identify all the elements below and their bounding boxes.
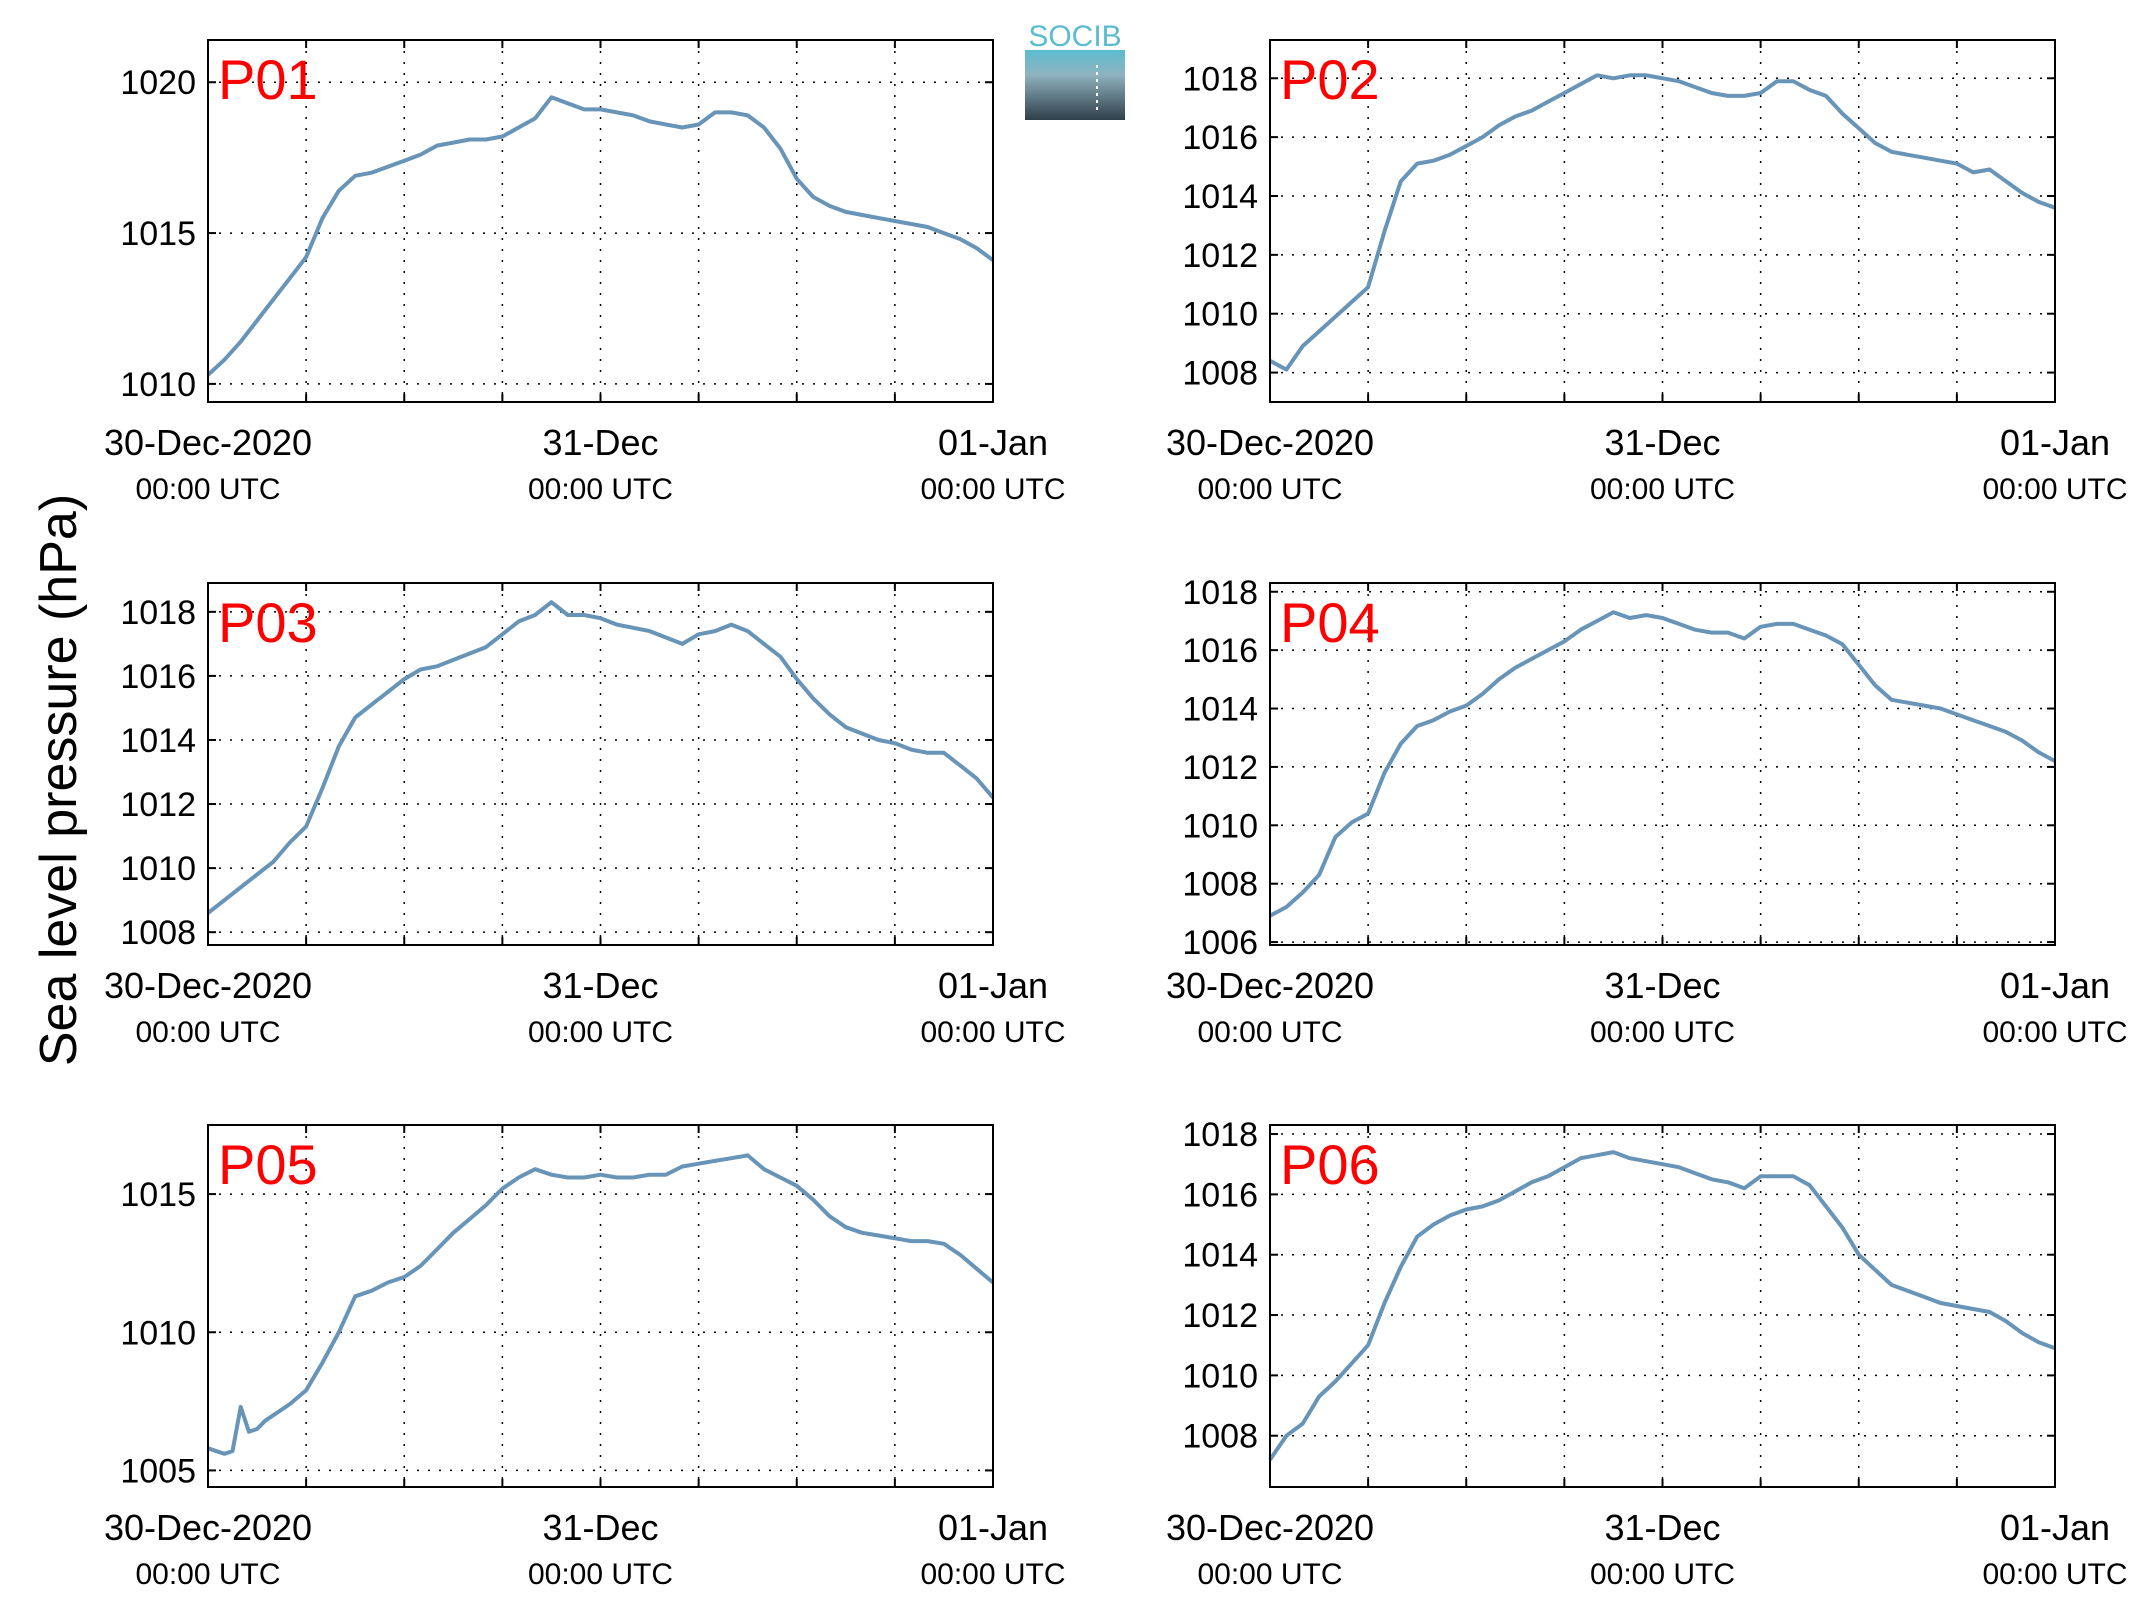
y-tick-label: 1008 [120, 914, 196, 952]
x-tick-label-time: 00:00 UTC [528, 1558, 673, 1591]
x-tick-label-time: 00:00 UTC [1982, 1016, 2127, 1049]
y-tick-label: 1018 [1182, 1116, 1258, 1154]
axes-frame [207, 1124, 994, 1488]
y-tick-label: 1014 [120, 722, 196, 760]
x-tick-label-date: 30-Dec-2020 [104, 422, 312, 463]
x-tick-label-date: 01-Jan [938, 965, 1048, 1006]
x-tick-label-time: 00:00 UTC [920, 1016, 1065, 1049]
y-tick-label: 1020 [120, 64, 196, 102]
axes-frame [207, 582, 994, 946]
y-tick-label: 1016 [1182, 1176, 1258, 1214]
x-tick-label-date: 01-Jan [2000, 1507, 2110, 1548]
panel-p05: 1005 1010 1015 30-Dec-2020 00:00 UTC 31-Dec 00… [104, 1124, 1066, 1591]
x-tick-label-time: 00:00 UTC [1590, 473, 1735, 506]
x-tick-label-time: 00:00 UTC [528, 1016, 673, 1049]
y-tick-label: 1015 [120, 1176, 196, 1214]
y-axis-label: Sea level pressure (hPa) [30, 494, 88, 1066]
socib-logo: SOCIB [1025, 20, 1125, 120]
x-tick-label-time: 00:00 UTC [1197, 473, 1342, 506]
panel-p06: 1008 1010 1012 1014 1016 1018 30-Dec-2020 00:00… [1166, 1116, 2128, 1591]
x-tick-label-date: 01-Jan [938, 422, 1048, 463]
x-tick-label-time: 00:00 UTC [1197, 1016, 1342, 1049]
x-tick-label-time: 00:00 UTC [1982, 1558, 2127, 1591]
series-line [207, 1153, 995, 1456]
y-tick-label: 1012 [1182, 1297, 1258, 1335]
x-tick-label-date: 31-Dec [1604, 422, 1720, 463]
y-tick-label: 1014 [1182, 691, 1258, 729]
series-line [1269, 610, 2056, 918]
y-tick-label: 1014 [1182, 1237, 1258, 1275]
series-line [1269, 73, 2056, 372]
x-tick-label-time: 00:00 UTC [920, 473, 1065, 506]
x-tick-label-date: 31-Dec [542, 422, 658, 463]
panel-label: P04 [1280, 591, 1380, 654]
y-tick-label: 1010 [1182, 807, 1258, 845]
x-tick-label-date: 01-Jan [2000, 965, 2110, 1006]
y-tick-label: 1018 [1182, 60, 1258, 98]
x-tick-label-time: 00:00 UTC [528, 473, 673, 506]
y-tick-label: 1018 [1182, 574, 1258, 612]
x-tick-label-time: 00:00 UTC [1982, 473, 2127, 506]
x-tick-label-date: 31-Dec [1604, 965, 1720, 1006]
y-tick-label: 1010 [120, 1314, 196, 1352]
x-tick-label-date: 31-Dec [1604, 1507, 1720, 1548]
x-tick-label-time: 00:00 UTC [920, 1558, 1065, 1591]
panel-label: P03 [218, 591, 318, 654]
y-tick-label: 1006 [1182, 924, 1258, 962]
series-line [1268, 1150, 2056, 1461]
axes-frame [1269, 1124, 2056, 1488]
x-tick-label-date: 31-Dec [542, 965, 658, 1006]
panel-label: P02 [1280, 48, 1380, 111]
series-line [206, 600, 995, 915]
panel-p04: 1006 1008 1010 1012 1014 1016 1018 30-Dec-2020 0… [1166, 574, 2128, 1049]
panel-label: P06 [1280, 1133, 1380, 1196]
y-tick-label: 1016 [1182, 119, 1258, 157]
y-tick-label: 1008 [1182, 1418, 1258, 1456]
panel-label: P01 [218, 48, 318, 111]
socib-logo-text: SOCIB [1028, 20, 1121, 53]
x-tick-label-date: 30-Dec-2020 [104, 1507, 312, 1548]
y-tick-label: 1015 [120, 215, 196, 253]
axes-frame [207, 39, 994, 403]
y-tick-label: 1016 [1182, 632, 1258, 670]
y-tick-label: 1014 [1182, 178, 1258, 216]
x-tick-label-date: 30-Dec-2020 [1166, 1507, 1374, 1548]
x-tick-label-time: 00:00 UTC [1197, 1558, 1342, 1591]
y-tick-label: 1005 [120, 1452, 196, 1490]
y-tick-label: 1010 [120, 366, 196, 404]
y-tick-label: 1010 [1182, 1357, 1258, 1395]
y-tick-label: 1012 [1182, 749, 1258, 787]
y-tick-label: 1012 [120, 786, 196, 824]
x-tick-label-date: 31-Dec [542, 1507, 658, 1548]
x-tick-label-time: 00:00 UTC [135, 473, 280, 506]
panel-p01: 1010 1015 1020 30-Dec-2020 00:00 UTC 31-Dec 00… [104, 39, 1066, 506]
y-tick-label: 1010 [1182, 296, 1258, 334]
x-tick-label-date: 30-Dec-2020 [104, 965, 312, 1006]
x-tick-label-time: 00:00 UTC [135, 1558, 280, 1591]
panel-p03: 1008 1010 1012 1014 1016 1018 30-Dec-2020 00:00… [104, 582, 1066, 1049]
series-line [206, 95, 995, 377]
y-tick-label: 1012 [1182, 237, 1258, 275]
y-tick-label: 1008 [1182, 355, 1258, 393]
y-tick-label: 1018 [120, 594, 196, 632]
y-tick-label: 1008 [1182, 866, 1258, 904]
y-tick-label: 1010 [120, 850, 196, 888]
x-tick-label-date: 30-Dec-2020 [1166, 422, 1374, 463]
panel-label: P05 [218, 1133, 318, 1196]
x-tick-label-time: 00:00 UTC [135, 1016, 280, 1049]
x-tick-label-date: 30-Dec-2020 [1166, 965, 1374, 1006]
x-tick-label-time: 00:00 UTC [1590, 1016, 1735, 1049]
x-tick-label-date: 01-Jan [2000, 422, 2110, 463]
x-tick-label-date: 01-Jan [938, 1507, 1048, 1548]
panel-p02: 1008 1010 1012 1014 1016 1018 30-Dec-2020 00:00… [1166, 39, 2128, 506]
y-tick-label: 1016 [120, 658, 196, 696]
x-tick-label-time: 00:00 UTC [1590, 1558, 1735, 1591]
